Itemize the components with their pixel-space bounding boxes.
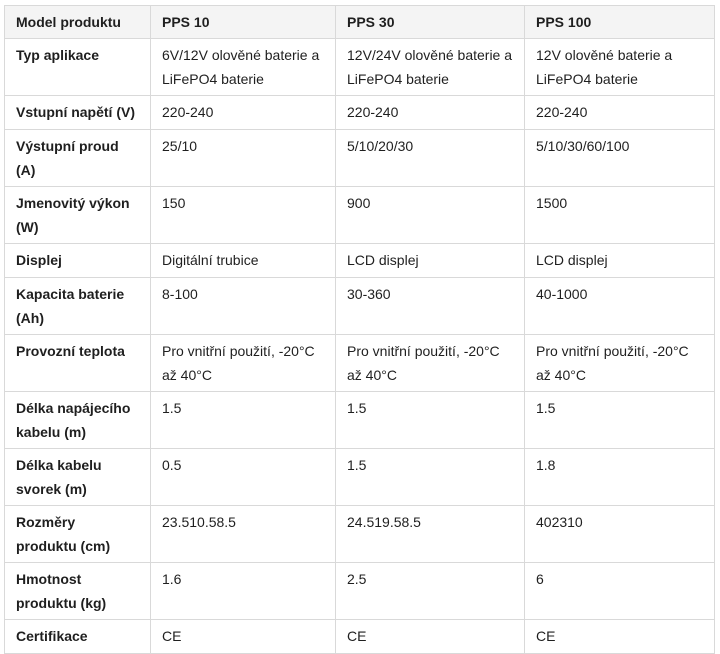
table-row: Displej Digitální trubice LCD displej LC… [4, 243, 715, 278]
table-row: Délka napájecího kabelu (m) 1.5 1.5 1.5 [4, 391, 715, 449]
table-cell: 6V/12V olověné baterie a LiFePO4 baterie [150, 38, 336, 96]
table-cell: 220-240 [335, 95, 525, 130]
table-cell: 220-240 [150, 95, 336, 130]
row-label: Rozměry produktu (cm) [4, 505, 151, 563]
row-label: Vstupní napětí (V) [4, 95, 151, 130]
table-row: Výstupní proud (A) 25/10 5/10/20/30 5/10… [4, 129, 715, 187]
table-cell: 23.510.58.5 [150, 505, 336, 563]
row-label: Jmenovitý výkon (W) [4, 186, 151, 244]
table-row: Vstupní napětí (V) 220-240 220-240 220-2… [4, 95, 715, 130]
table-cell: LCD displej [524, 243, 715, 278]
table-cell: CE [335, 619, 525, 654]
table-cell: 30-360 [335, 277, 525, 335]
table-cell: 1.6 [150, 562, 336, 620]
table-cell: 40-1000 [524, 277, 715, 335]
row-label: Délka kabelu svorek (m) [4, 448, 151, 506]
row-label: Displej [4, 243, 151, 278]
table-cell: 24.519.58.5 [335, 505, 525, 563]
table-cell: Digitální trubice [150, 243, 336, 278]
table-cell: 12V olověné baterie a LiFePO4 baterie [524, 38, 715, 96]
table-cell: 2.5 [335, 562, 525, 620]
table-cell: 900 [335, 186, 525, 244]
table-cell: Pro vnitřní použití, -20°C až 40°C [335, 334, 525, 392]
table-row: Délka kabelu svorek (m) 0.5 1.5 1.8 [4, 448, 715, 506]
table-row: Certifikace CE CE CE [4, 619, 715, 654]
table-cell: 6 [524, 562, 715, 620]
table-cell: 220-240 [524, 95, 715, 130]
table-row: Kapacita baterie (Ah) 8-100 30-360 40-10… [4, 277, 715, 335]
table-cell: 25/10 [150, 129, 336, 187]
column-header-model: Model produktu [4, 5, 151, 39]
table-cell: 1.5 [335, 448, 525, 506]
table-cell: 1.5 [335, 391, 525, 449]
table-cell: LCD displej [335, 243, 525, 278]
table-cell: Pro vnitřní použití, -20°C až 40°C [524, 334, 715, 392]
row-label: Výstupní proud (A) [4, 129, 151, 187]
table-cell: 1500 [524, 186, 715, 244]
column-header-pps10: PPS 10 [150, 5, 336, 39]
table-row: Jmenovitý výkon (W) 150 900 1500 [4, 186, 715, 244]
table-row: Typ aplikace 6V/12V olověné baterie a Li… [4, 38, 715, 96]
table-row: Hmotnost produktu (kg) 1.6 2.5 6 [4, 562, 715, 620]
table-cell: Pro vnitřní použití, -20°C až 40°C [150, 334, 336, 392]
table-cell: 5/10/20/30 [335, 129, 525, 187]
table-cell: 150 [150, 186, 336, 244]
row-label: Kapacita baterie (Ah) [4, 277, 151, 335]
row-label: Hmotnost produktu (kg) [4, 562, 151, 620]
column-header-pps30: PPS 30 [335, 5, 525, 39]
table-cell: 12V/24V olověné baterie a LiFePO4 bateri… [335, 38, 525, 96]
table-cell: 0.5 [150, 448, 336, 506]
table-cell: 1.5 [524, 391, 715, 449]
table-cell: CE [524, 619, 715, 654]
row-label: Provozní teplota [4, 334, 151, 392]
table-row: Provozní teplota Pro vnitřní použití, -2… [4, 334, 715, 392]
table-row: Rozměry produktu (cm) 23.510.58.5 24.519… [4, 505, 715, 563]
row-label: Délka napájecího kabelu (m) [4, 391, 151, 449]
row-label: Typ aplikace [4, 38, 151, 96]
table-cell: 1.8 [524, 448, 715, 506]
table-cell: 5/10/30/60/100 [524, 129, 715, 187]
column-header-pps100: PPS 100 [524, 5, 715, 39]
table-cell: 402310 [524, 505, 715, 563]
product-spec-table: Model produktu PPS 10 PPS 30 PPS 100 Typ… [4, 5, 715, 654]
table-cell: CE [150, 619, 336, 654]
row-label: Certifikace [4, 619, 151, 654]
table-header-row: Model produktu PPS 10 PPS 30 PPS 100 [4, 5, 715, 39]
table-cell: 8-100 [150, 277, 336, 335]
table-cell: 1.5 [150, 391, 336, 449]
